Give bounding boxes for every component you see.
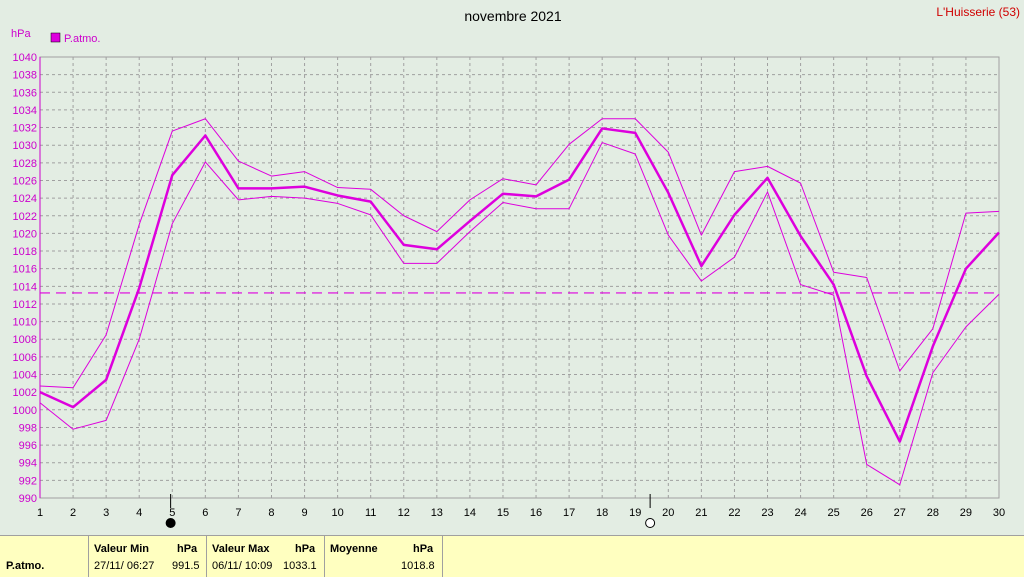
y-tick-label: 1020 [13, 228, 37, 240]
param-cell: P.atmo. [0, 536, 89, 577]
pressure-chart: novembre 2021 L'Huisserie (53) hPa P.atm… [11, 5, 1020, 528]
x-tick-label: 3 [103, 507, 109, 519]
min-label: Valeur Min [94, 543, 150, 555]
x-tick-label: 30 [993, 507, 1005, 519]
x-tick-label: 27 [894, 507, 906, 519]
max-unit: hPa [295, 543, 316, 555]
y-tick-label: 1004 [13, 370, 37, 382]
x-tick-label: 11 [365, 507, 376, 519]
series-line-min [39, 142, 1000, 486]
series-line-max [39, 118, 1000, 389]
min-cell: Valeur Min hPa 27/11/ 06:27 991.5 [88, 536, 207, 577]
x-tick-label: 20 [662, 507, 674, 519]
x-tick-label: 29 [960, 507, 972, 519]
x-tick-label: 6 [202, 507, 208, 519]
x-tick-label: 26 [861, 507, 873, 519]
x-tick-label: 2 [70, 507, 76, 519]
max-label: Valeur Max [212, 543, 270, 555]
x-tick-label: 9 [301, 507, 307, 519]
legend-label: P.atmo. [64, 33, 101, 45]
x-tick-label: 28 [927, 507, 939, 519]
x-tick-label: 19 [629, 507, 641, 519]
avg-label: Moyenne [330, 543, 378, 555]
station-name: L'Huisserie (53) [936, 5, 1020, 19]
min-unit: hPa [177, 543, 198, 555]
y-tick-label: 1016 [13, 264, 37, 276]
legend-swatch [50, 32, 61, 43]
y-tick-label: 1000 [13, 405, 37, 417]
plot-area [39, 56, 1000, 499]
x-tick-label: 23 [761, 507, 773, 519]
y-tick-label: 996 [19, 440, 37, 452]
x-tick-label: 4 [136, 507, 142, 519]
y-tick-label: 1022 [13, 211, 37, 223]
y-tick-label: 1006 [13, 352, 37, 364]
y-tick-label: 1030 [13, 140, 37, 152]
y-tick-label: 1010 [13, 317, 37, 329]
new-moon-icon [165, 518, 176, 528]
x-tick-label: 13 [431, 507, 443, 519]
y-tick-label: 1024 [13, 193, 37, 205]
full-moon-icon [645, 518, 656, 528]
x-tick-label: 25 [828, 507, 840, 519]
param-label: P.atmo. [6, 560, 45, 572]
series-line-mean [39, 127, 1000, 443]
x-tick-label: 7 [235, 507, 241, 519]
y-tick-label: 1012 [13, 299, 37, 311]
y-tick-label: 1034 [13, 105, 37, 117]
y-tick-label: 1028 [13, 158, 37, 170]
y-tick-label: 1036 [13, 87, 37, 99]
y-tick-label: 1008 [13, 334, 37, 346]
x-tick-label: 8 [268, 507, 274, 519]
x-tick-label: 17 [563, 507, 575, 519]
x-tick-label: 5 [169, 507, 175, 519]
max-cell: Valeur Max hPa 06/11/ 10:09 1033.1 [206, 536, 325, 577]
y-tick-label: 994 [19, 458, 37, 470]
x-tick-label: 22 [728, 507, 740, 519]
y-tick-label: 1018 [13, 246, 37, 258]
x-tick-label: 1 [37, 507, 43, 519]
x-tick-label: 10 [331, 507, 343, 519]
y-axis-unit: hPa [11, 28, 31, 40]
x-tick-label: 24 [794, 507, 806, 519]
y-tick-label: 992 [19, 475, 37, 487]
x-tick-label: 15 [497, 507, 509, 519]
max-value: 1033.1 [283, 560, 317, 572]
stats-footer: P.atmo. Valeur Min hPa 27/11/ 06:27 991.… [0, 535, 1024, 577]
x-tick-label: 18 [596, 507, 608, 519]
x-tick-label: 16 [530, 507, 542, 519]
avg-value: 1018.8 [401, 560, 435, 572]
y-tick-label: 1032 [13, 123, 37, 135]
avg-unit: hPa [413, 543, 434, 555]
min-date: 27/11/ 06:27 [94, 560, 155, 572]
x-tick-label: 12 [398, 507, 410, 519]
y-tick-label: 1002 [13, 387, 37, 399]
y-tick-label: 1040 [13, 52, 37, 64]
avg-cell: Moyenne hPa 1018.8 [324, 536, 443, 577]
y-tick-label: 1038 [13, 70, 37, 82]
x-tick-label: 14 [464, 507, 476, 519]
y-tick-label: 990 [19, 493, 37, 505]
x-tick-label: 21 [695, 507, 707, 519]
y-tick-label: 998 [19, 422, 37, 434]
y-tick-label: 1026 [13, 175, 37, 187]
max-date: 06/11/ 10:09 [212, 560, 273, 572]
chart-title: novembre 2021 [464, 8, 562, 24]
min-value: 991.5 [172, 560, 200, 572]
y-tick-label: 1014 [13, 281, 37, 293]
